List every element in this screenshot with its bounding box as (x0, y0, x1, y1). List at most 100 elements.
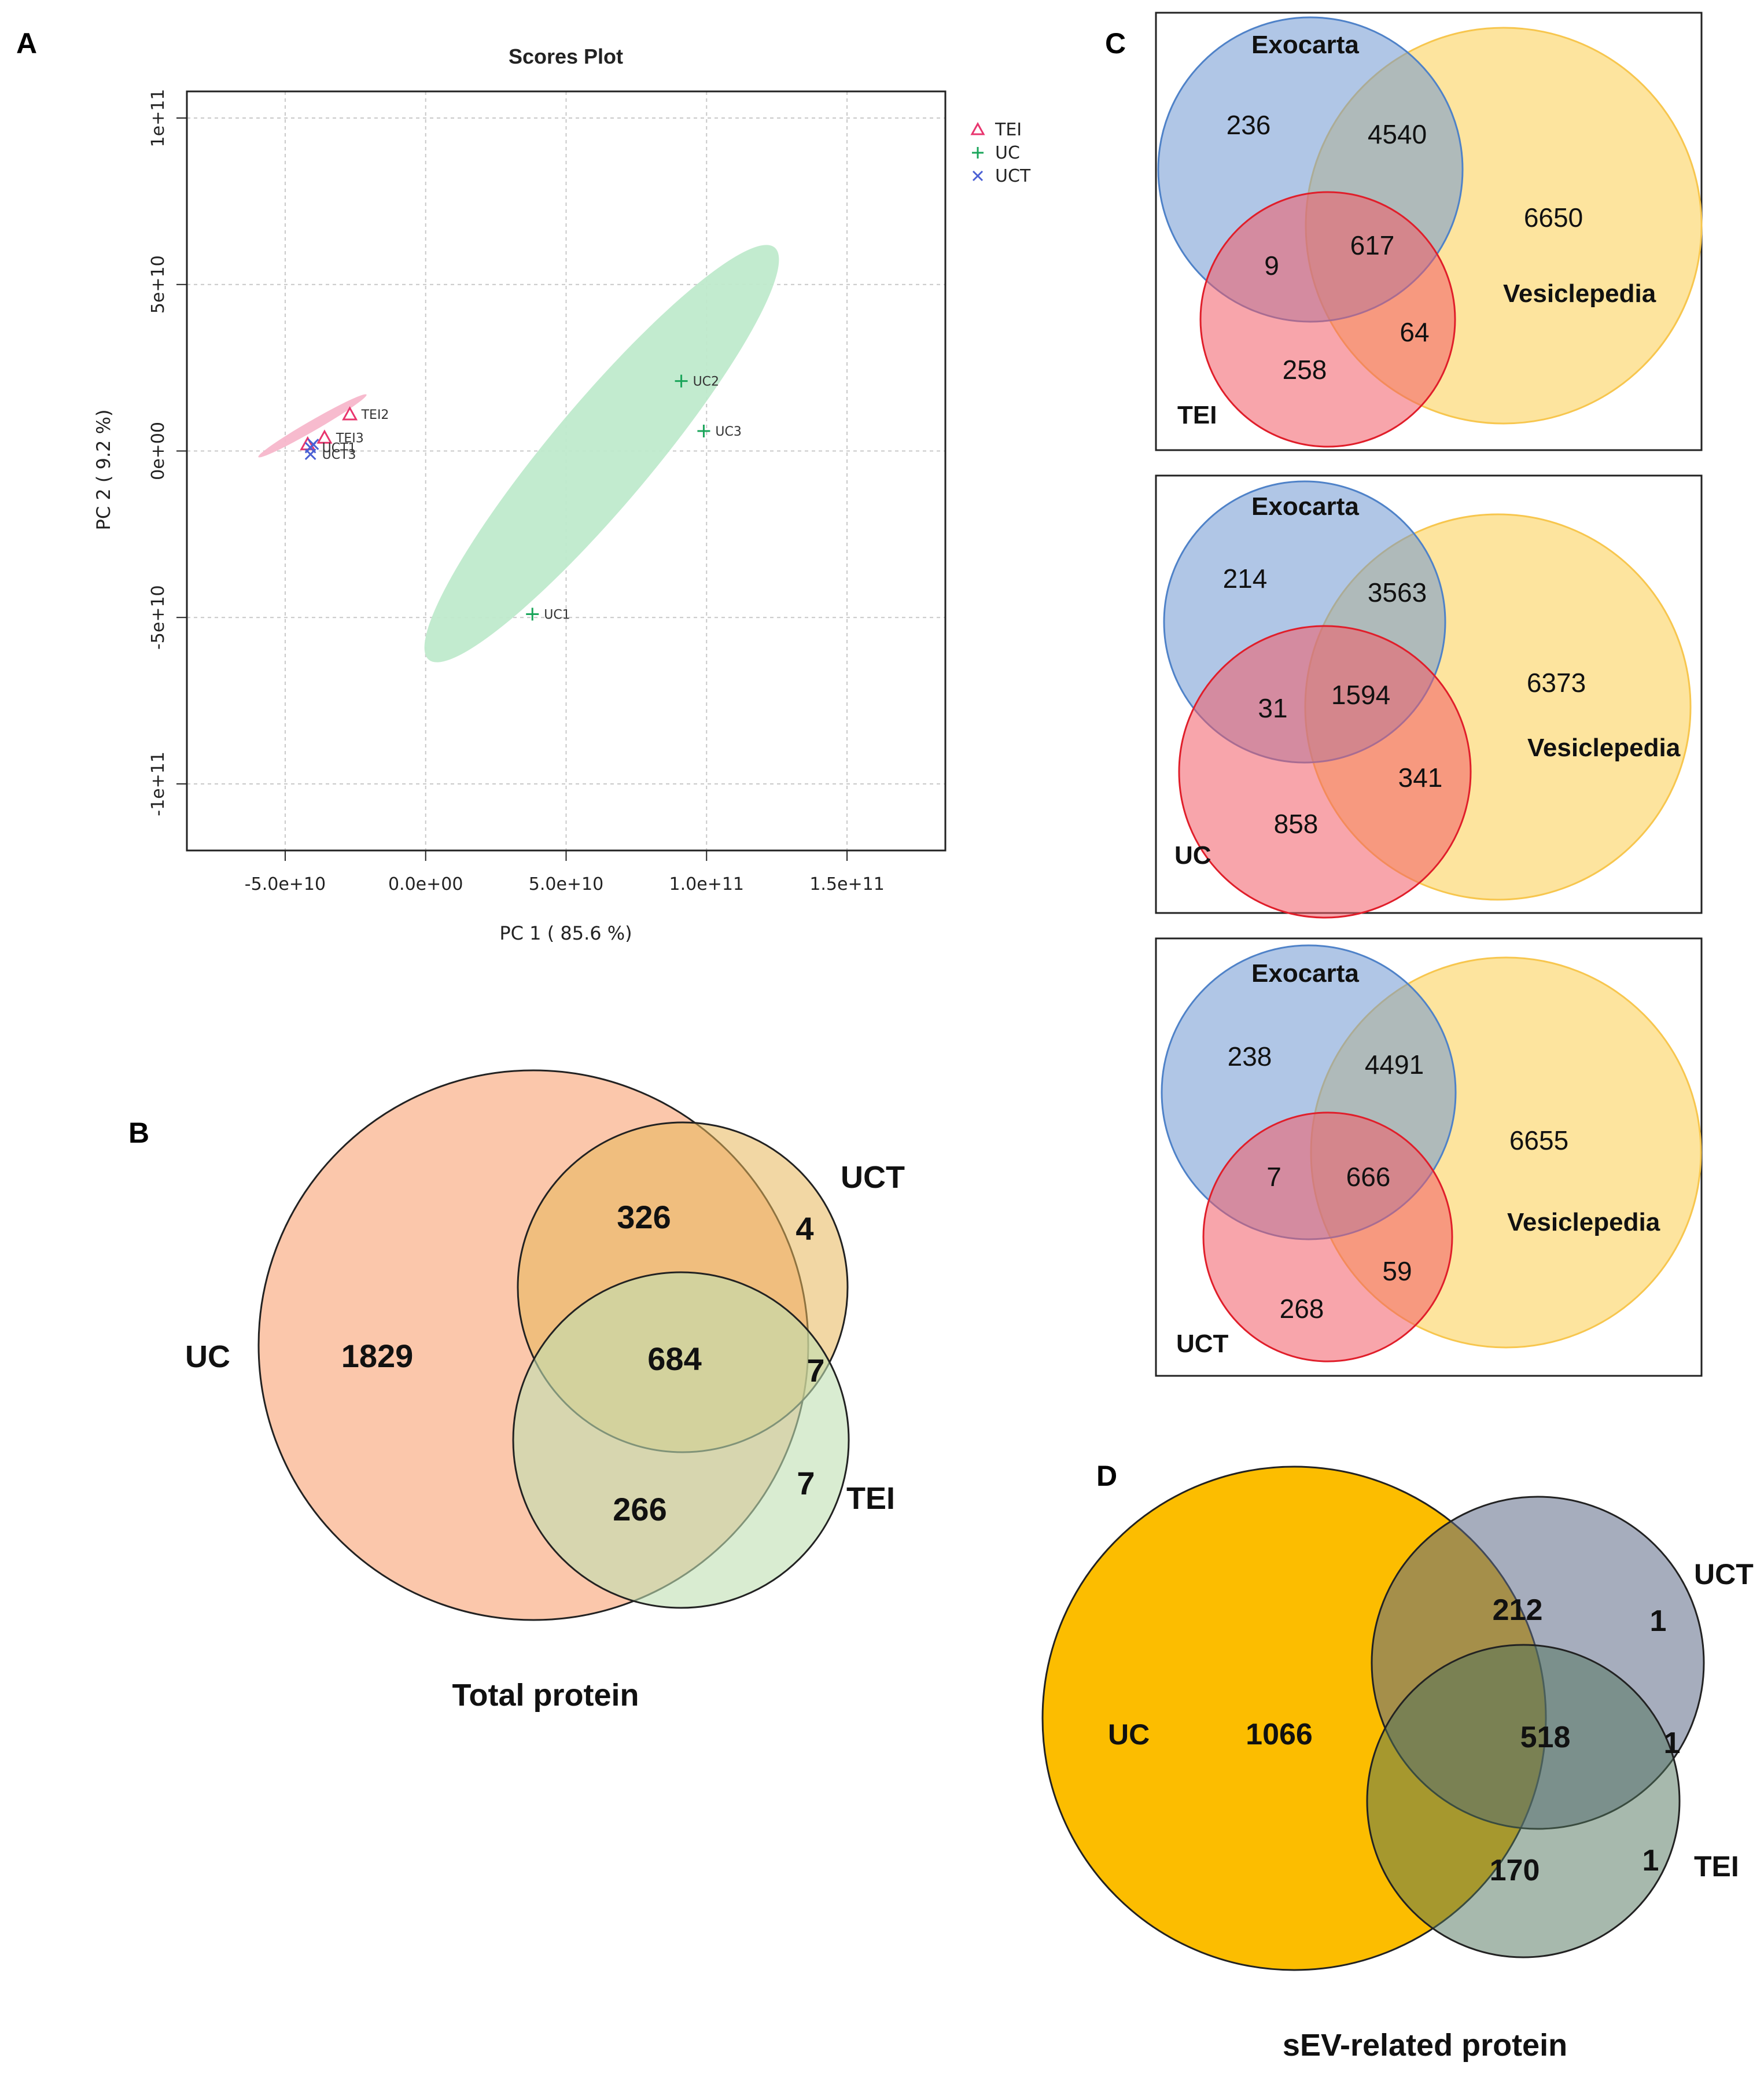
venn-c-tei-region-ves-set: 64 (1400, 317, 1429, 347)
venn-c-tei-label-set: TEI (1177, 401, 1217, 429)
scores-plot-title: Scores Plot (509, 45, 623, 68)
scores-plot-legend: TEI UC UCT (970, 120, 1031, 186)
venn-d-region-tei-only: 1 (1643, 1844, 1659, 1877)
point-marker-triangle (316, 429, 333, 444)
point-marker-x (304, 448, 316, 461)
point-marker-plus (675, 374, 688, 388)
legend-label: TEI (995, 120, 1022, 140)
legend-label: UCT (995, 166, 1031, 186)
x-tick-label: 1.5e+11 (809, 874, 884, 894)
venn-c-uct-label-exocarta: Exocarta (1251, 959, 1359, 988)
venn-c-tei-label-vesiclepedia: Vesiclepedia (1503, 279, 1656, 308)
venn-d-region-uc-tei: 170 (1490, 1854, 1540, 1887)
venn-b-region-tei-only: 7 (797, 1465, 815, 1501)
venn-b-region-uc-uct: 326 (617, 1199, 671, 1235)
venn-c-tei-region-all: 617 (1350, 230, 1395, 260)
point-marker-triangle (970, 121, 985, 135)
scores-plot-x-axis: -5.0e+10 0.0e+00 5.0e+10 1.0e+11 1.5e+11 (245, 850, 885, 894)
venn-c-tei-region-exocarta-only: 236 (1227, 110, 1271, 140)
venn-b-region-uc-only: 1829 (341, 1338, 414, 1374)
y-tick-label: -1e+11 (148, 752, 168, 816)
venn-d-region-uc-uct: 212 (1493, 1593, 1543, 1627)
scores-plot-xlabel: PC 1 ( 85.6 %) (499, 922, 632, 944)
venn-c-uc-region-exo-set: 31 (1258, 693, 1287, 723)
venn-c-uct-region-ves-only: 6655 (1509, 1125, 1568, 1155)
point-marker-plus (526, 607, 539, 621)
venn-c-uct-region-exocarta-only: 238 (1228, 1041, 1272, 1072)
x-tick-label: 0.0e+00 (388, 874, 463, 894)
venn-d-label-uct: UCT (1694, 1558, 1754, 1590)
venn-c-uc-region-ves-set: 341 (1398, 763, 1443, 793)
venn-c-uct-region-ves-set: 59 (1382, 1256, 1412, 1286)
venn-c-tei-region-set-only: 258 (1283, 355, 1327, 385)
venn-c-uct-region-set-only: 268 (1280, 1294, 1324, 1324)
scores-plot-grid (187, 91, 945, 850)
scores-plot-ellipses (258, 245, 779, 662)
venn-c-uc-region-exocarta-only: 214 (1223, 564, 1268, 594)
venn-c-uc-label-vesiclepedia: Vesiclepedia (1527, 734, 1681, 762)
venn-c-uct-label-vesiclepedia: Vesiclepedia (1507, 1208, 1660, 1236)
venn-c-uct-region-exo-ves: 4491 (1365, 1050, 1424, 1080)
point-marker-x (972, 170, 984, 182)
venn-d-label-uc: UC (1108, 1718, 1150, 1751)
venn-b-label-uc: UC (185, 1339, 230, 1374)
venn-c-tei: 236 4540 6650 9 617 64 258 Exocarta Vesi… (1155, 12, 1703, 451)
venn-c-uc: 214 3563 6373 31 1594 341 858 Exocarta V… (1155, 474, 1703, 919)
scores-plot-ylabel: PC 2 ( 9.2 %) (93, 410, 115, 531)
venn-d-tei-circle (1366, 1644, 1681, 1958)
venn-c-uct: 238 4491 6655 7 666 59 268 Exocarta Vesi… (1155, 937, 1703, 1377)
tei-confidence-ellipse (258, 394, 367, 458)
venn-c-uct-set-circle (1202, 1111, 1453, 1363)
venn-c-uct-region-all: 666 (1346, 1162, 1391, 1192)
venn-c-uc-region-set-only: 858 (1274, 809, 1319, 839)
venn-d-title: sEV-related protein (1283, 2028, 1567, 2063)
point-marker-plus (972, 147, 984, 159)
y-tick-label: 5e+10 (148, 255, 168, 314)
venn-b-region-all: 684 (647, 1341, 701, 1377)
scores-plot: Scores Plot -5.0e+10 0.0e+00 5.0e+10 1.0e+1… (93, 45, 1031, 944)
venn-c-tei-region-exo-set: 9 (1264, 251, 1279, 281)
venn-c-tei-region-exo-ves: 4540 (1368, 119, 1427, 149)
venn-d-region-uc-only: 1066 (1246, 1718, 1313, 1751)
venn-c-tei-region-ves-only: 6650 (1524, 202, 1583, 233)
venn-c-uc-set-circle (1178, 625, 1472, 919)
venn-total-protein: 1829 326 4 684 7 266 7 UC UCT TEI Total … (185, 1069, 905, 1713)
venn-d-region-all: 518 (1520, 1721, 1571, 1754)
venn-d-region-uct-only: 1 (1650, 1604, 1667, 1638)
venn-d-region-uct-tei: 1 (1664, 1726, 1681, 1760)
venn-c-uc-region-all: 1594 (1331, 680, 1390, 710)
point-label: UCT1 (322, 441, 356, 456)
x-tick-label: 5.0e+10 (529, 874, 603, 894)
point-label: TEI2 (361, 408, 389, 422)
panel-label-a: A (16, 27, 37, 60)
x-tick-label: -5.0e+10 (245, 874, 326, 894)
panel-label-b: B (128, 1117, 149, 1149)
venn-c-uc-label-exocarta: Exocarta (1251, 492, 1359, 521)
y-tick-label: 1e+11 (148, 89, 168, 148)
y-tick-label: 0e+00 (148, 422, 168, 480)
venn-b-region-uct-tei: 7 (806, 1352, 824, 1389)
panel-label-c: C (1105, 27, 1126, 60)
scores-plot-y-axis: -1e+11 -5e+10 0e+00 5e+10 1e+11 (148, 89, 187, 816)
venn-b-label-tei: TEI (846, 1481, 895, 1516)
venn-c-uct-region-exo-set: 7 (1266, 1162, 1281, 1192)
point-label: UCT3 (322, 448, 356, 462)
point-label: UC1 (544, 607, 570, 622)
venn-c-uc-frame (1155, 474, 1703, 914)
venn-c-uc-region-ves-only: 6373 (1527, 668, 1586, 698)
y-tick-label: -5e+10 (148, 585, 168, 650)
venn-b-tei-circle (512, 1271, 850, 1609)
venn-b-label-uct: UCT (841, 1160, 905, 1195)
point-label: TEI3 (336, 431, 364, 445)
venn-b-region-uc-tei: 266 (613, 1491, 666, 1527)
venn-c-tei-label-exocarta: Exocarta (1251, 31, 1359, 59)
venn-c-uc-label-set: UC (1174, 841, 1211, 870)
panel-label-d: D (1096, 1460, 1117, 1492)
point-marker-x (307, 439, 319, 450)
venn-d-label-tei: TEI (1694, 1850, 1739, 1883)
uc-confidence-ellipse (424, 245, 779, 662)
venn-c-tei-set-circle (1199, 191, 1456, 448)
point-label: UC3 (715, 425, 741, 439)
